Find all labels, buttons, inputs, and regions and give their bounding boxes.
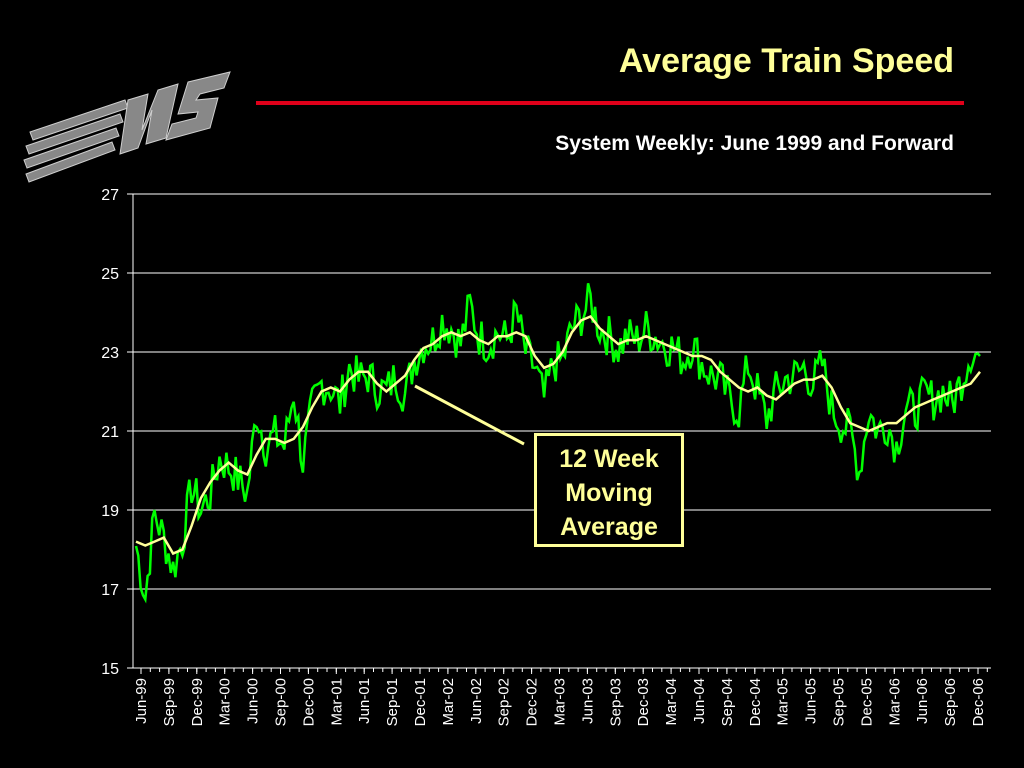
x-tick-label: Sep-00 xyxy=(273,678,290,726)
x-tick-label: Jun-04 xyxy=(691,678,708,724)
x-tick-label: Dec-06 xyxy=(970,678,987,726)
x-tick-label: Jun-99 xyxy=(133,678,150,724)
x-tick-label: Sep-01 xyxy=(384,678,401,726)
callout-line-3: Average xyxy=(560,513,658,541)
x-tick-label: Mar-06 xyxy=(886,678,903,726)
moving-average-callout: 12 Week Moving Average xyxy=(534,433,684,547)
chart-subtitle: System Weekly: June 1999 and Forward xyxy=(555,132,954,155)
y-tick-label: 21 xyxy=(101,424,119,441)
y-tick-label: 19 xyxy=(101,503,119,520)
x-tick-label: Sep-06 xyxy=(942,678,959,726)
x-tick-label: Dec-03 xyxy=(635,678,652,726)
x-tick-label: Sep-03 xyxy=(607,678,624,726)
callout-pointer xyxy=(414,384,525,446)
y-tick-label: 17 xyxy=(101,582,119,599)
x-tick-label: Jun-03 xyxy=(579,678,596,724)
x-tick-label: Mar-03 xyxy=(552,678,569,726)
x-tick-label: Mar-05 xyxy=(775,678,792,726)
x-tick-label: Jun-02 xyxy=(468,678,485,724)
y-tick-label: 23 xyxy=(101,345,119,362)
x-tick-label: Jun-01 xyxy=(356,678,373,724)
x-tick-label: Jun-05 xyxy=(803,678,820,724)
x-tick-label: Mar-04 xyxy=(663,678,680,726)
x-tick-label: Sep-99 xyxy=(161,678,178,726)
x-tick-label: Dec-04 xyxy=(747,678,764,726)
x-tick-label: Sep-05 xyxy=(831,678,848,726)
x-tick-label: Jun-06 xyxy=(914,678,931,724)
x-tick-label: Dec-05 xyxy=(858,678,875,726)
x-tick-label: Sep-04 xyxy=(719,678,736,726)
weekly-speed-series xyxy=(134,283,981,604)
callout-line-2: Moving xyxy=(565,479,653,507)
x-tick-label: Dec-00 xyxy=(300,678,317,726)
chart-title: Average Train Speed xyxy=(618,42,954,80)
moving-average-series xyxy=(135,314,981,556)
x-tick-label: Mar-00 xyxy=(217,678,234,726)
y-tick-label: 25 xyxy=(101,266,119,283)
x-tick-label: Sep-02 xyxy=(496,678,513,726)
y-tick-label: 15 xyxy=(101,661,119,678)
x-tick-label: Dec-99 xyxy=(189,678,206,726)
x-tick-label: Dec-01 xyxy=(412,678,429,726)
title-rule xyxy=(256,101,964,105)
callout-line-1: 12 Week xyxy=(559,445,659,473)
x-tick-label: Mar-02 xyxy=(440,678,457,726)
x-tick-label: Jun-00 xyxy=(245,678,262,724)
x-tick-label: Dec-02 xyxy=(524,678,541,726)
ns-logo-icon xyxy=(23,71,231,183)
y-tick-label: 27 xyxy=(101,187,119,204)
x-tick-label: Mar-01 xyxy=(328,678,345,726)
